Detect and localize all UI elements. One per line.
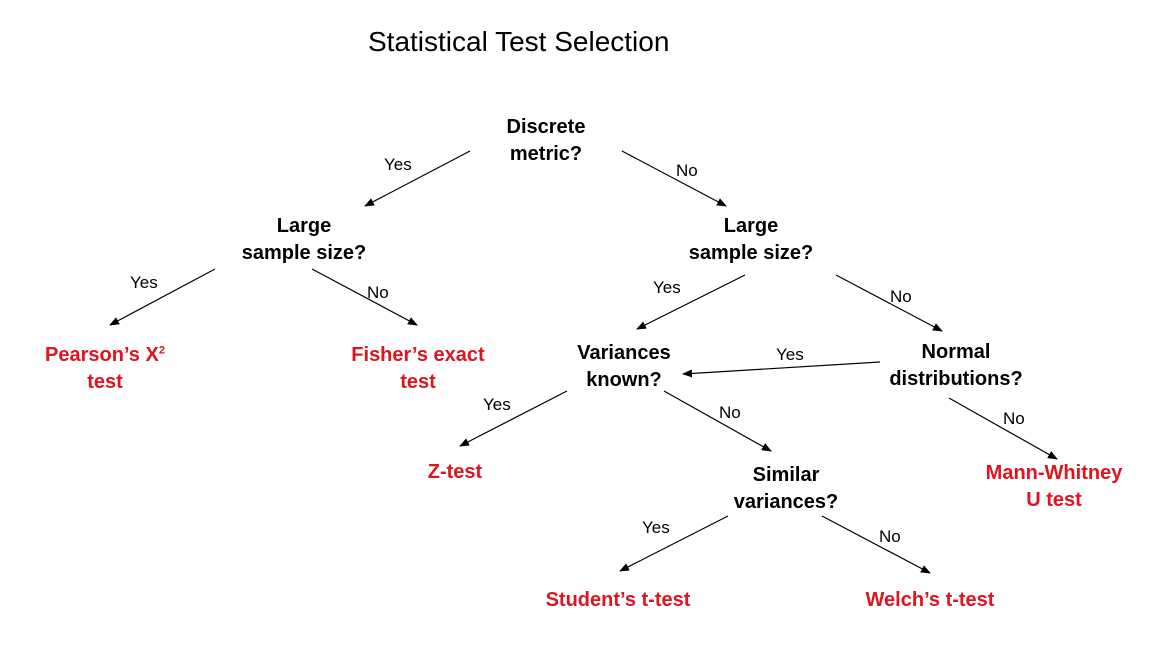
arrow-discrete-no: [621, 150, 727, 207]
arrow-similar-yes: [619, 515, 729, 572]
result-fisher: Fisher’s exact test: [351, 342, 484, 396]
node-large-sample-left: Large sample size?: [242, 213, 367, 267]
arrow-variances-yes: [459, 390, 568, 447]
node-large-right-line1: Large: [723, 215, 779, 237]
edge-label-large-left-no: No: [367, 283, 389, 302]
arrow-normal-yes: [682, 361, 881, 378]
edge-label-large-right-yes: Yes: [653, 278, 681, 297]
arrow-variances-no: [663, 390, 772, 452]
arrow-large-left-yes: [109, 268, 216, 326]
result-mann-line1: Mann-Whitney: [985, 462, 1123, 484]
node-variances-known: Variances known?: [577, 340, 670, 394]
result-pearson: Pearson’s X2 test: [45, 342, 165, 396]
arrow-large-right-yes: [636, 274, 746, 330]
node-large-sample-right: Large sample size?: [689, 213, 814, 267]
node-similar-line1: Similar: [752, 464, 820, 486]
edge-label-normal-yes: Yes: [776, 345, 804, 364]
result-student-t-test: Student’s t-test: [546, 587, 691, 614]
node-variances-line1: Variances: [577, 342, 671, 364]
node-discrete-metric: Discrete metric?: [507, 114, 586, 168]
arrow-large-right-no: [835, 274, 943, 332]
arrow-normal-no: [948, 397, 1058, 460]
node-large-left-line1: Large: [276, 215, 332, 237]
edge-label-large-left-yes: Yes: [130, 273, 158, 292]
edge-label-large-right-no: No: [890, 287, 912, 306]
node-normal-line2: distributions?: [889, 368, 1023, 390]
node-discrete-line2: metric?: [509, 143, 583, 165]
node-discrete-line1: Discrete: [506, 116, 586, 138]
node-variances-line2: known?: [586, 369, 662, 391]
node-normal-distributions: Normal distributions?: [889, 339, 1022, 393]
edge-label-discrete-yes: Yes: [384, 155, 412, 174]
result-z-test-line1: Z-test: [427, 461, 483, 483]
result-fisher-line2: test: [400, 371, 436, 393]
result-pearson-line2: test: [87, 371, 123, 393]
node-similar-variances: Similar variances?: [734, 462, 839, 516]
node-normal-line1: Normal: [921, 341, 991, 363]
edge-label-normal-no: No: [1003, 409, 1025, 428]
result-pearson-superscript: 2: [158, 344, 165, 357]
node-large-left-line2: sample size?: [241, 242, 367, 264]
result-fisher-line1: Fisher’s exact: [351, 344, 485, 366]
edge-label-similar-yes: Yes: [642, 518, 670, 537]
result-pearson-name: Pearson’s X: [45, 344, 159, 366]
result-mann-line2: U test: [1026, 489, 1082, 511]
edge-label-variances-yes: Yes: [483, 395, 511, 414]
result-pearson-line1: Pearson’s X2: [45, 342, 165, 369]
edge-label-similar-no: No: [879, 527, 901, 546]
result-z-test: Z-test: [428, 459, 482, 486]
edge-label-variances-no: No: [719, 403, 741, 422]
result-welch-t-test: Welch’s t-test: [866, 587, 995, 614]
arrow-similar-no: [821, 515, 931, 574]
arrow-discrete-yes: [364, 150, 471, 207]
edge-label-discrete-no: No: [676, 161, 698, 180]
result-welch-line1: Welch’s t-test: [865, 589, 995, 611]
result-student-line1: Student’s t-test: [545, 589, 691, 611]
node-large-right-line2: sample size?: [688, 242, 814, 264]
result-mann-whitney: Mann-Whitney U test: [986, 460, 1123, 514]
arrow-large-left-no: [311, 268, 418, 326]
chart-title: Statistical Test Selection: [368, 26, 670, 57]
node-similar-line2: variances?: [733, 491, 839, 513]
